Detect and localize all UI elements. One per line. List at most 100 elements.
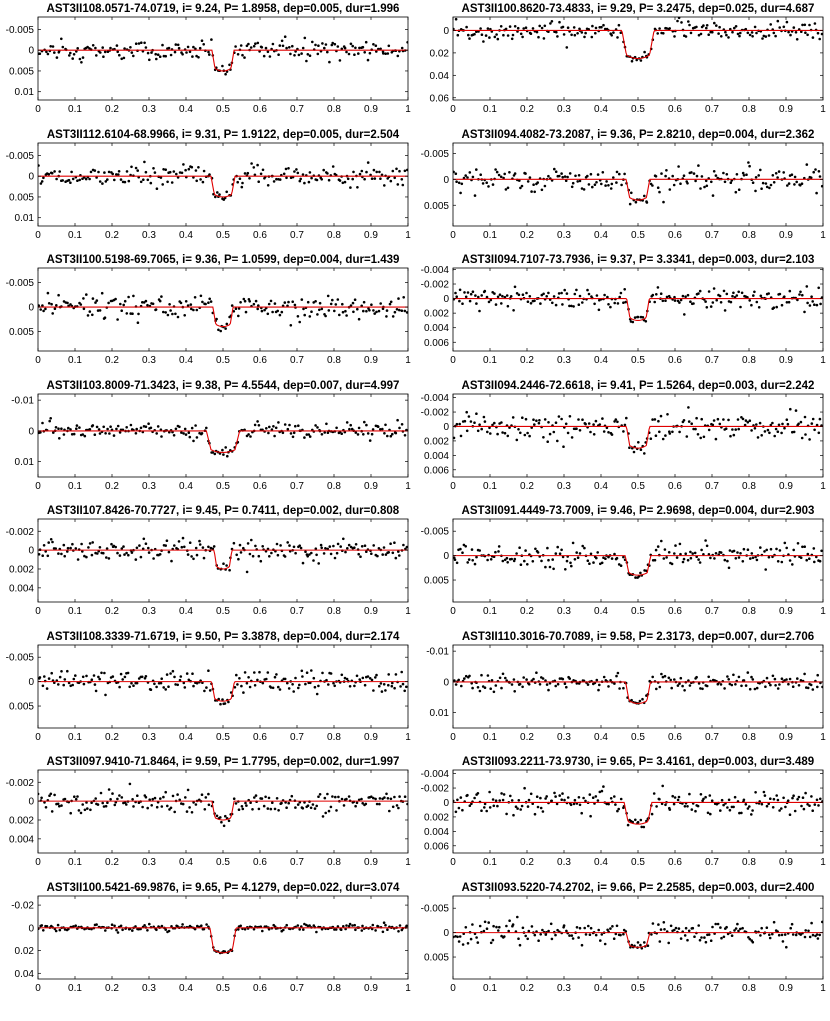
data-point (508, 171, 511, 174)
data-point (91, 297, 95, 300)
x-tick-label: 0 (35, 606, 41, 617)
x-tick-label: 0.9 (779, 983, 793, 994)
data-point (728, 682, 732, 686)
data-point (619, 564, 623, 567)
data-point (691, 552, 694, 555)
data-point (493, 292, 496, 295)
data-point (544, 565, 547, 569)
data-point (261, 545, 265, 548)
data-point (742, 679, 746, 682)
data-point (697, 682, 701, 685)
data-point (376, 425, 380, 428)
data-point (697, 558, 700, 561)
data-point (63, 554, 66, 558)
y-tick-label: 0.01 (430, 708, 450, 719)
data-point (201, 546, 205, 549)
data-point (384, 52, 387, 55)
x-tick-label: 0.3 (142, 481, 156, 492)
data-point (713, 21, 716, 25)
x-tick-label: 0.2 (520, 732, 534, 743)
data-point (754, 189, 757, 193)
data-point (578, 294, 582, 298)
x-tick-label: 0.4 (179, 481, 193, 492)
data-point (659, 292, 663, 295)
data-point (78, 57, 82, 61)
data-point (246, 542, 250, 545)
data-point (155, 187, 159, 190)
data-point (532, 677, 535, 681)
data-point (664, 803, 667, 807)
data-point (473, 32, 476, 36)
data-point (185, 810, 189, 813)
data-point (211, 547, 215, 551)
data-point (524, 417, 528, 421)
data-point (106, 427, 109, 431)
data-point (326, 294, 330, 298)
y-tick-label: 0 (443, 294, 449, 305)
data-point (534, 547, 537, 551)
data-point (45, 50, 48, 54)
data-point (360, 304, 364, 308)
data-point (723, 180, 727, 184)
data-point (94, 689, 98, 693)
data-point (113, 178, 116, 182)
data-point (293, 54, 296, 57)
data-point (734, 25, 738, 28)
data-point (345, 50, 348, 54)
data-point (184, 168, 187, 172)
data-point (406, 168, 408, 172)
data-point (703, 936, 706, 939)
data-point (764, 685, 767, 688)
y-tick-label: 0.005 (9, 66, 34, 77)
data-point (373, 312, 377, 315)
data-point (102, 425, 105, 429)
data-point (746, 296, 749, 299)
data-point (129, 423, 133, 427)
data-point (736, 551, 739, 554)
data-point (457, 806, 461, 810)
data-point (356, 307, 359, 311)
data-point (172, 170, 176, 173)
data-point (651, 675, 654, 679)
data-point (556, 682, 560, 686)
data-point (326, 172, 329, 175)
data-point (462, 543, 466, 547)
y-tick-label: 0.004 (9, 834, 34, 845)
data-point (493, 421, 496, 425)
data-point (391, 315, 395, 318)
x-tick-label: 0 (450, 983, 456, 994)
data-point (803, 23, 807, 27)
data-point (161, 183, 164, 186)
data-point (316, 426, 319, 429)
data-point (780, 677, 784, 680)
data-point (800, 182, 804, 185)
data-point (47, 302, 51, 305)
data-point (154, 308, 158, 311)
data-point (488, 426, 491, 430)
data-point (95, 299, 99, 302)
data-point (191, 55, 194, 58)
data-point (144, 299, 148, 303)
data-point (269, 686, 273, 689)
data-point (159, 176, 163, 179)
data-point (347, 795, 351, 798)
data-point (594, 31, 597, 35)
data-point (256, 678, 259, 682)
data-point (240, 684, 243, 688)
data-point (537, 421, 541, 425)
x-tick-label: 0.8 (327, 606, 341, 617)
panel-title: AST3II108.0571-74.0719, i= 9.24, P= 1.89… (47, 3, 400, 15)
data-point (332, 681, 335, 685)
data-point (101, 46, 104, 49)
data-point (215, 814, 219, 818)
data-point (791, 933, 795, 936)
data-point (458, 935, 462, 938)
data-point (681, 294, 685, 298)
data-point (74, 547, 78, 550)
panel-title: AST3II100.5421-69.9876, i= 9.65, P= 4.12… (47, 882, 401, 894)
data-point (127, 295, 130, 299)
data-point (769, 797, 772, 800)
data-point (69, 428, 72, 431)
data-point (389, 797, 393, 801)
data-point (262, 54, 266, 58)
